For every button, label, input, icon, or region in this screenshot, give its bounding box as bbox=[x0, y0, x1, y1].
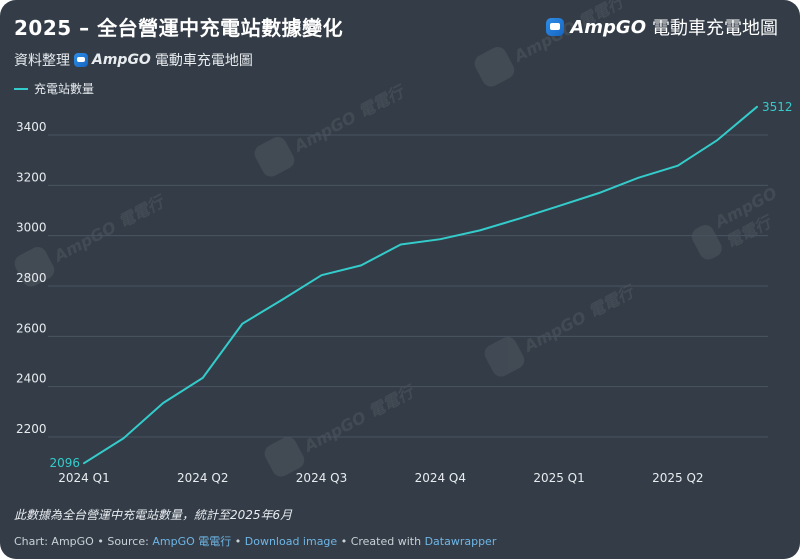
subtitle-prefix: 資料整理 bbox=[14, 53, 70, 69]
series-line bbox=[83, 105, 758, 465]
y-tick-label: 2600 bbox=[16, 321, 47, 335]
legend-swatch bbox=[14, 87, 28, 90]
data-note: 此數據為全台營運中充電站數量，統計至2025年6月 bbox=[14, 508, 293, 522]
y-tick-label: 2400 bbox=[16, 372, 47, 386]
footer-separator: • bbox=[340, 535, 348, 548]
y-tick-label: 3400 bbox=[16, 120, 47, 134]
x-tick-label: 2024 Q1 bbox=[58, 471, 109, 485]
x-tick-label: 2024 Q3 bbox=[296, 471, 347, 485]
data-label-first: 2096 bbox=[49, 456, 80, 470]
source-label: Source: bbox=[107, 535, 149, 548]
download-image-link[interactable]: Download image bbox=[244, 535, 338, 548]
ev-charger-app-icon bbox=[74, 53, 88, 67]
y-tick-label: 2200 bbox=[16, 422, 47, 436]
brand-logo: AmpGO 電動車充電地圖 bbox=[546, 14, 778, 40]
subtitle-brand-suffix: 電動車充電地圖 bbox=[154, 53, 253, 69]
chart-subtitle: 資料整理 AmpGO 電動車充電地圖 bbox=[14, 50, 253, 70]
chart-title: 2025 – 全台營運中充電站數據變化 bbox=[14, 16, 344, 40]
legend-label: 充電站數量 bbox=[34, 82, 95, 96]
x-tick-label: 2024 Q4 bbox=[415, 471, 466, 485]
brand-name: AmpGO bbox=[570, 16, 646, 38]
data-label-last: 3512 bbox=[762, 100, 793, 114]
subtitle-brand-name: AmpGO bbox=[92, 52, 151, 68]
y-tick-label: 3000 bbox=[16, 221, 47, 235]
brand-suffix: 電動車充電地圖 bbox=[652, 18, 778, 39]
source-link[interactable]: AmpGO 電電行 bbox=[152, 535, 232, 548]
x-tick-label: 2025 Q1 bbox=[533, 471, 584, 485]
footer-separator: • bbox=[97, 535, 104, 548]
x-tick-label: 2025 Q2 bbox=[652, 471, 703, 485]
x-tick-label: 2024 Q2 bbox=[177, 471, 228, 485]
chart-credit: Chart: AmpGO bbox=[14, 535, 94, 548]
chart-footer: Chart: AmpGO • Source: AmpGO 電電行 • Downl… bbox=[14, 533, 496, 549]
datawrapper-link[interactable]: Datawrapper bbox=[424, 535, 497, 548]
y-tick-label: 3200 bbox=[16, 170, 47, 184]
y-tick-label: 2800 bbox=[16, 271, 47, 285]
footer-separator: • bbox=[234, 535, 242, 548]
created-with-label: Created with bbox=[350, 535, 422, 548]
legend: 充電站數量 bbox=[14, 80, 94, 97]
ev-charger-app-icon bbox=[546, 18, 565, 36]
